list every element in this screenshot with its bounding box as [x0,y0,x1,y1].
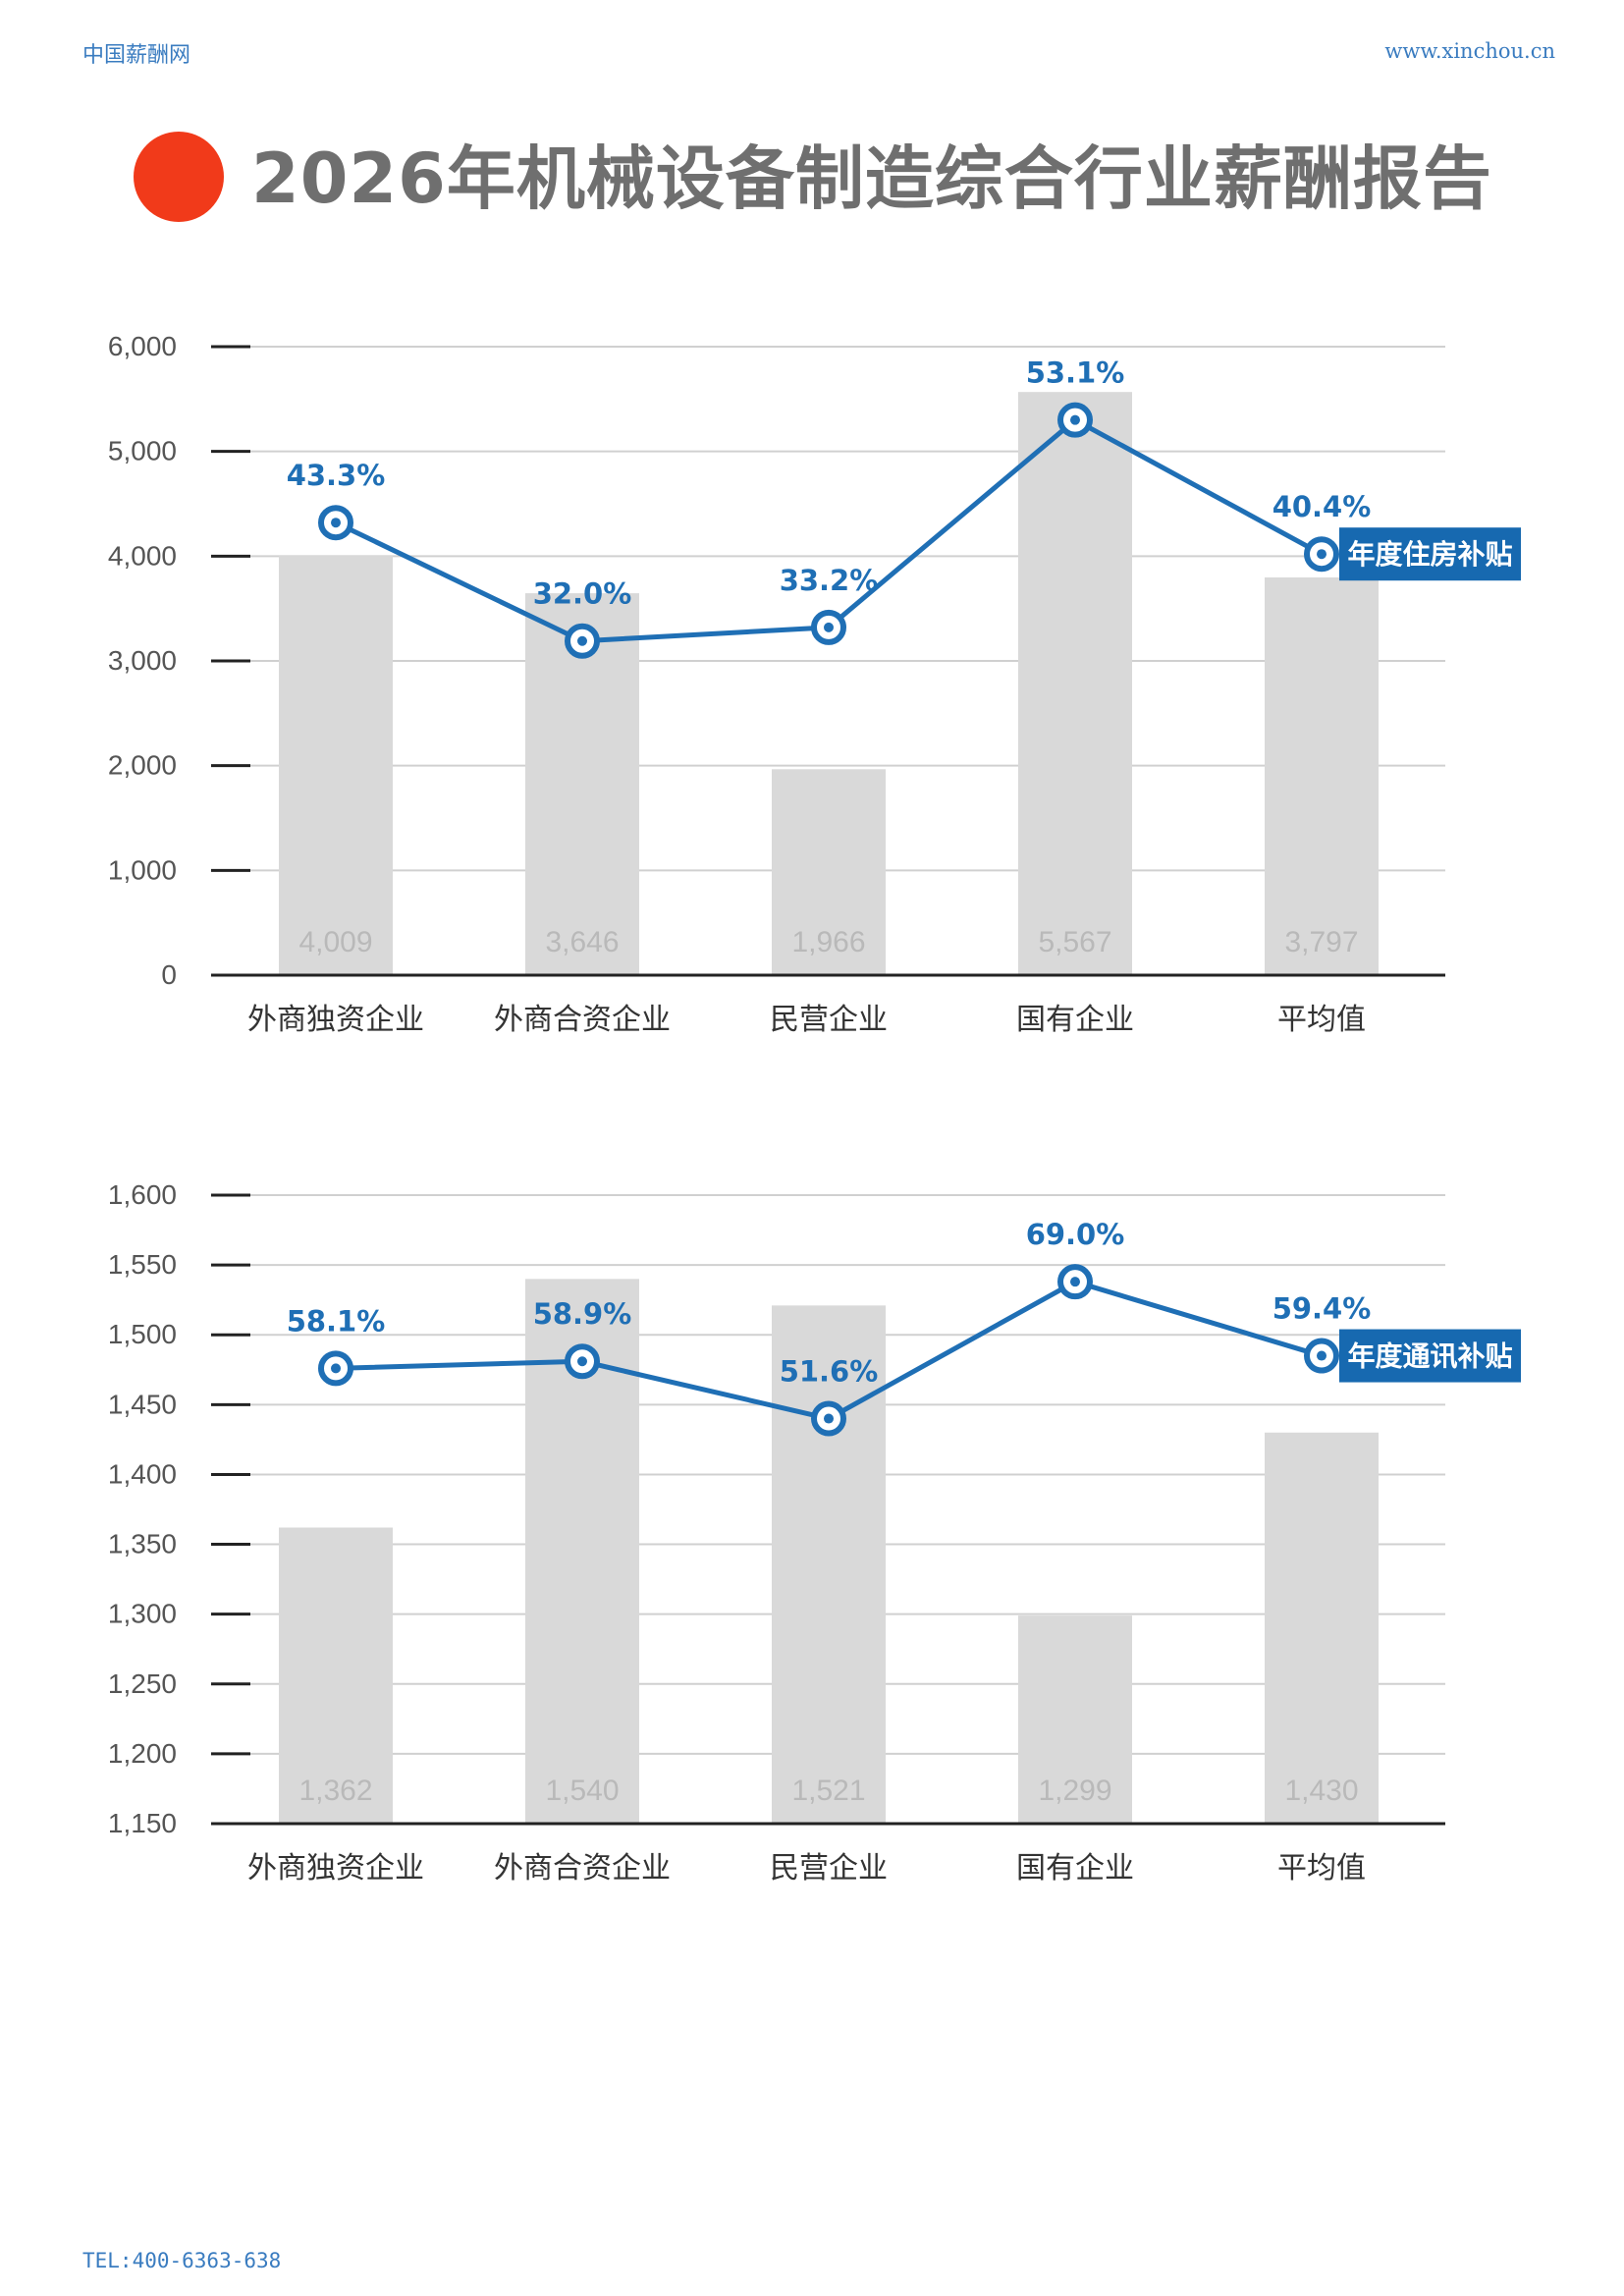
percent-label: 51.6% [780,1355,879,1389]
bar [279,1527,393,1824]
y-tick-label: 3,000 [108,645,177,676]
category-label: 外商独资企业 [247,1851,424,1886]
bar [1265,576,1379,975]
y-tick-label: 1,300 [108,1599,177,1629]
y-tick-label: 1,350 [108,1529,177,1559]
bar-value-label: 5,567 [1038,926,1111,958]
line-point-center [331,1363,341,1374]
bar-value-label: 1,299 [1038,1775,1111,1807]
bar [1018,392,1132,976]
housing-subsidy-chart: 0 1,000 2,000 3,000 4,000 5,000 6,000 4,009 3,64… [108,331,1521,1037]
title-dot-icon [134,132,224,222]
y-tick-label: 1,450 [108,1389,177,1419]
bar [1018,1615,1132,1824]
series-name-box [1339,1329,1521,1383]
line-point-center [1070,414,1080,425]
percent-label: 43.3% [287,459,386,492]
bar [772,769,886,975]
bar-value-label: 1,362 [298,1775,372,1807]
y-tick-label: 1,200 [108,1738,177,1769]
category-label: 民营企业 [770,1851,888,1886]
bar-value-label: 1,540 [545,1775,619,1807]
line-point-center [824,622,834,632]
line-point-center [331,518,341,528]
category-label: 外商独资企业 [247,1003,424,1037]
percent-label: 53.1% [1026,356,1125,390]
y-tick-label: 1,000 [108,854,177,885]
category-label: 国有企业 [1016,1851,1134,1886]
y-tick-label: 1,150 [108,1808,177,1838]
site-url[interactable]: www.xinchou.cn [1384,39,1555,63]
y-tick-label: 4,000 [108,540,177,571]
percent-label: 58.9% [533,1297,632,1331]
bar-value-label: 1,966 [791,926,865,958]
line-point-center [1070,1277,1080,1287]
y-tick-label: 5,000 [108,436,177,466]
communication-subsidy-chart: 1,150 1,200 1,250 1,300 1,350 1,400 1,450 1,500… [108,1179,1521,1886]
percent-label: 40.4% [1272,490,1372,523]
bar [772,1305,886,1824]
y-tick-label: 1,250 [108,1668,177,1699]
line-point-center [824,1413,834,1424]
bar-value-label: 1,430 [1284,1775,1358,1807]
brand-name: 中国薪酬网 [82,43,191,68]
y-tick-label: 1,550 [108,1249,177,1280]
category-label: 民营企业 [770,1003,888,1037]
page-title: 2026年机械设备制造综合行业薪酬报告 [251,138,1492,219]
category-label: 外商合资企业 [494,1851,671,1886]
bar-value-label: 1,521 [791,1775,865,1807]
percent-label: 33.2% [780,564,879,597]
line-point-center [577,1356,587,1367]
percent-label: 69.0% [1026,1218,1125,1251]
percent-label: 59.4% [1272,1292,1372,1326]
category-label: 国有企业 [1016,1003,1134,1037]
bar-value-label: 3,797 [1284,926,1358,958]
bar-value-label: 3,646 [545,926,619,958]
y-tick-label: 1,600 [108,1179,177,1210]
series-name-box [1339,527,1521,581]
percent-label: 58.1% [287,1304,386,1338]
y-tick-label: 2,000 [108,750,177,781]
line-point-center [1317,1350,1326,1361]
percent-label: 32.0% [533,577,632,611]
y-tick-label: 0 [161,959,177,990]
series-name-label: 年度住房补贴 [1347,538,1512,571]
line-point-center [577,635,587,646]
y-tick-label: 1,500 [108,1319,177,1349]
y-tick-label: 1,400 [108,1458,177,1489]
series-name-label: 年度通讯补贴 [1347,1340,1512,1373]
line-point-center [1317,549,1326,560]
category-label: 外商合资企业 [494,1003,671,1037]
bar-value-label: 4,009 [298,926,372,958]
category-label: 平均值 [1277,1003,1366,1037]
y-tick-label: 6,000 [108,331,177,361]
bar [1265,1432,1379,1824]
category-label: 平均值 [1277,1851,1366,1886]
footer-tel: TEL:400-6363-638 [82,2249,282,2272]
bar [279,555,393,975]
